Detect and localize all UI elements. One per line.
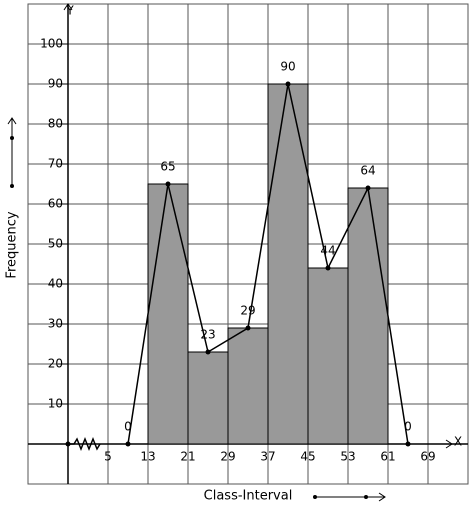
y-arrow (63, 3, 73, 11)
x-tick-label: 37 (260, 450, 275, 464)
data-label: 23 (200, 328, 215, 342)
x-tick-label: 21 (180, 450, 195, 464)
data-label: 90 (280, 60, 295, 74)
y-label-arrow (7, 117, 17, 188)
origin-dot (65, 441, 71, 447)
bar (147, 183, 189, 445)
polygon-point (405, 441, 411, 447)
y-tick-label: 90 (48, 77, 63, 91)
y-tick-label: 40 (48, 277, 63, 291)
bar (187, 351, 229, 445)
polygon-point (325, 265, 331, 271)
y-tick-label: 70 (48, 157, 63, 171)
data-label: 64 (360, 164, 375, 178)
y-axis-label: Frequency (5, 211, 20, 278)
x-tick-label: 69 (420, 450, 435, 464)
y-axis-name: Y (65, 4, 74, 18)
y-tick-label: 100 (40, 37, 63, 51)
data-label: 29 (240, 304, 255, 318)
y-tick-label: 60 (48, 197, 63, 211)
x-tick-label: 53 (340, 450, 355, 464)
polygon-point (285, 81, 291, 87)
x-tick-label: 5 (104, 450, 112, 464)
bar (307, 267, 349, 445)
data-label: 65 (160, 160, 175, 174)
y-tick-label: 20 (48, 357, 63, 371)
x-tick-label: 61 (380, 450, 395, 464)
x-axis-label: Class-Interval (204, 489, 293, 504)
bar (227, 327, 269, 445)
x-label-arrow (313, 492, 386, 502)
frequency-polygon (127, 83, 409, 445)
polygon-point (125, 441, 131, 447)
polygon-point (365, 185, 371, 191)
x-arrow (445, 439, 453, 449)
polygon-point (205, 349, 211, 355)
x-axis-name: X (454, 435, 462, 449)
y-tick-label: 50 (48, 237, 63, 251)
x-tick-label: 45 (300, 450, 315, 464)
bar (267, 83, 309, 445)
x-tick-label: 13 (140, 450, 155, 464)
data-label: 0 (124, 420, 132, 434)
polygon-point (165, 181, 171, 187)
y-tick-label: 10 (48, 397, 63, 411)
data-label: 44 (320, 244, 335, 258)
data-label: 0 (404, 420, 412, 434)
polygon-point (245, 325, 251, 331)
y-tick-label: 80 (48, 117, 63, 131)
x-tick-label: 29 (220, 450, 235, 464)
y-tick-label: 30 (48, 317, 63, 331)
bar (347, 187, 389, 445)
axis-break (68, 436, 101, 452)
